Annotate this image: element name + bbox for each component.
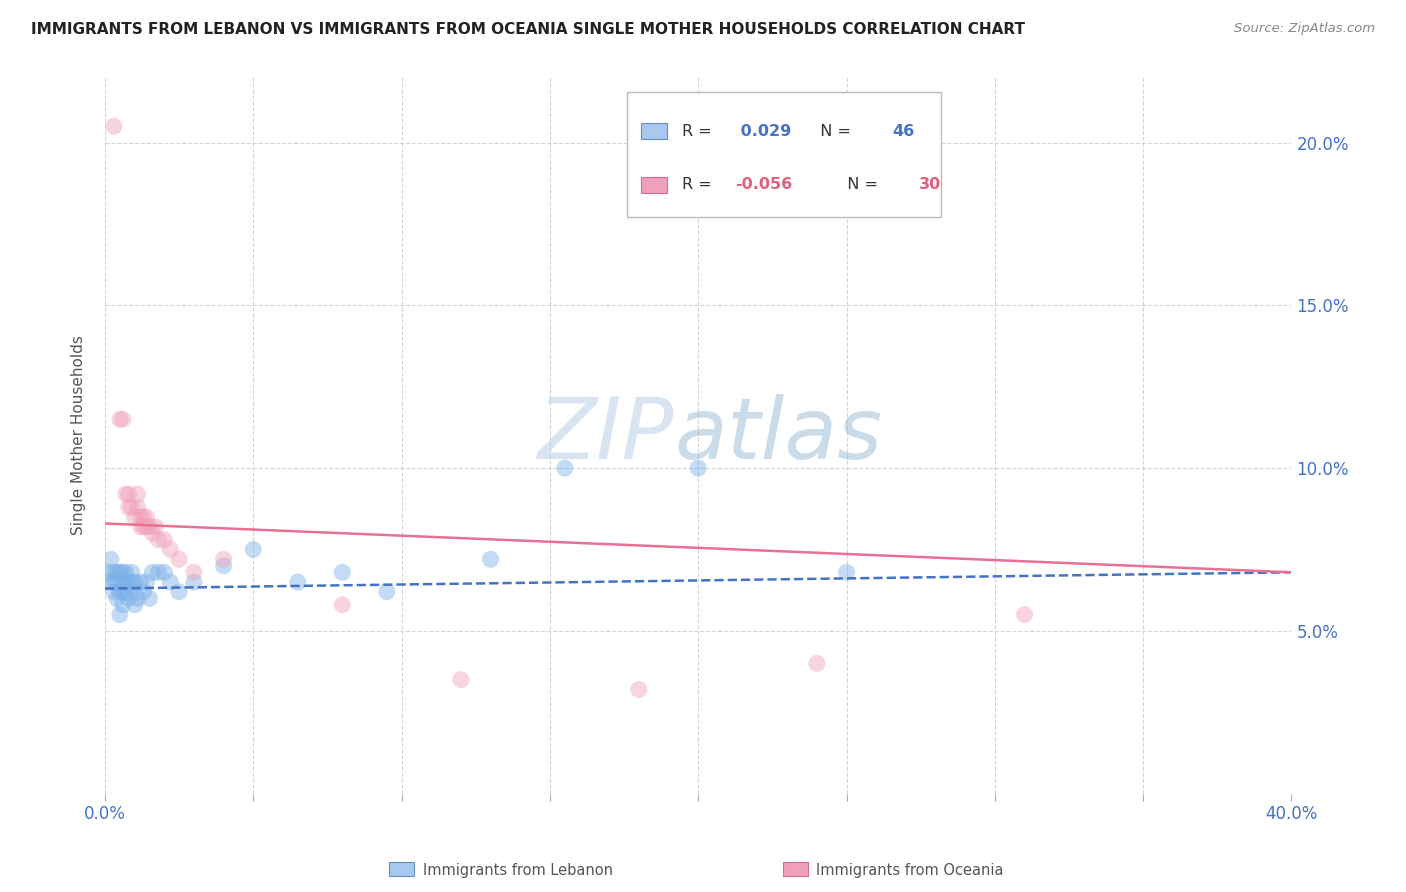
Text: atlas: atlas [675, 394, 883, 477]
Point [287, 575, 309, 590]
Text: Source: ZipAtlas.com: Source: ZipAtlas.com [1234, 22, 1375, 36]
Point [153, 533, 176, 547]
Point [103, 566, 125, 580]
Point [212, 552, 235, 566]
Text: N =: N = [810, 124, 856, 138]
Point [121, 575, 143, 590]
Point [103, 584, 125, 599]
Point [124, 510, 146, 524]
Point [97, 566, 120, 580]
Point [183, 566, 205, 580]
Point [479, 552, 502, 566]
Point [132, 519, 155, 533]
Point [141, 566, 163, 580]
Text: 30: 30 [920, 178, 941, 193]
Point [114, 566, 136, 580]
Point [148, 533, 170, 547]
Point [212, 558, 235, 573]
Point [127, 500, 149, 515]
Point [450, 673, 472, 687]
Point [127, 591, 149, 606]
Point [167, 552, 190, 566]
Point [111, 566, 134, 580]
Point [118, 500, 141, 515]
Point [118, 591, 141, 606]
Point [129, 510, 152, 524]
Point [108, 584, 131, 599]
Text: R =: R = [682, 124, 717, 138]
Point [167, 584, 190, 599]
Point [127, 487, 149, 501]
Point [105, 591, 128, 606]
Point [138, 591, 160, 606]
Point [135, 575, 157, 590]
Text: ZIP: ZIP [538, 394, 675, 477]
Point [121, 566, 143, 580]
Point [124, 598, 146, 612]
Point [159, 542, 181, 557]
Point [121, 500, 143, 515]
Point [627, 682, 650, 697]
Point [132, 510, 155, 524]
Point [114, 584, 136, 599]
Point [688, 461, 710, 475]
Point [806, 657, 828, 671]
Text: 0.029: 0.029 [735, 124, 792, 138]
Point [108, 566, 131, 580]
Point [330, 598, 353, 612]
Point [114, 487, 136, 501]
Text: Immigrants from Lebanon: Immigrants from Lebanon [423, 863, 613, 878]
Point [108, 607, 131, 622]
Bar [641, 123, 668, 139]
Point [138, 519, 160, 533]
Point [111, 412, 134, 426]
Point [159, 575, 181, 590]
Text: IMMIGRANTS FROM LEBANON VS IMMIGRANTS FROM OCEANIA SINGLE MOTHER HOUSEHOLDS CORR: IMMIGRANTS FROM LEBANON VS IMMIGRANTS FR… [31, 22, 1025, 37]
Point [145, 519, 167, 533]
Point [153, 566, 176, 580]
Point [100, 552, 122, 566]
Point [111, 598, 134, 612]
Text: -0.056: -0.056 [735, 178, 792, 193]
Bar [641, 177, 668, 193]
Text: R =: R = [682, 178, 717, 193]
Point [124, 584, 146, 599]
Point [242, 542, 264, 557]
Point [103, 120, 125, 134]
FancyBboxPatch shape [627, 92, 942, 217]
Point [129, 575, 152, 590]
Point [124, 575, 146, 590]
Point [118, 487, 141, 501]
Point [183, 575, 205, 590]
Point [118, 575, 141, 590]
Point [114, 575, 136, 590]
Point [135, 519, 157, 533]
Point [132, 584, 155, 599]
Point [108, 412, 131, 426]
Point [100, 575, 122, 590]
Point [148, 566, 170, 580]
Point [835, 566, 858, 580]
Point [375, 584, 398, 599]
Point [105, 566, 128, 580]
Point [111, 575, 134, 590]
Point [330, 566, 353, 580]
Point [105, 575, 128, 590]
Point [111, 584, 134, 599]
Point [1014, 607, 1036, 622]
Point [129, 519, 152, 533]
Text: Immigrants from Oceania: Immigrants from Oceania [817, 863, 1004, 878]
Text: 46: 46 [893, 124, 915, 138]
Text: N =: N = [837, 178, 883, 193]
Y-axis label: Single Mother Households: Single Mother Households [72, 335, 86, 535]
Point [554, 461, 576, 475]
Point [141, 526, 163, 541]
Point [135, 510, 157, 524]
Point [103, 575, 125, 590]
